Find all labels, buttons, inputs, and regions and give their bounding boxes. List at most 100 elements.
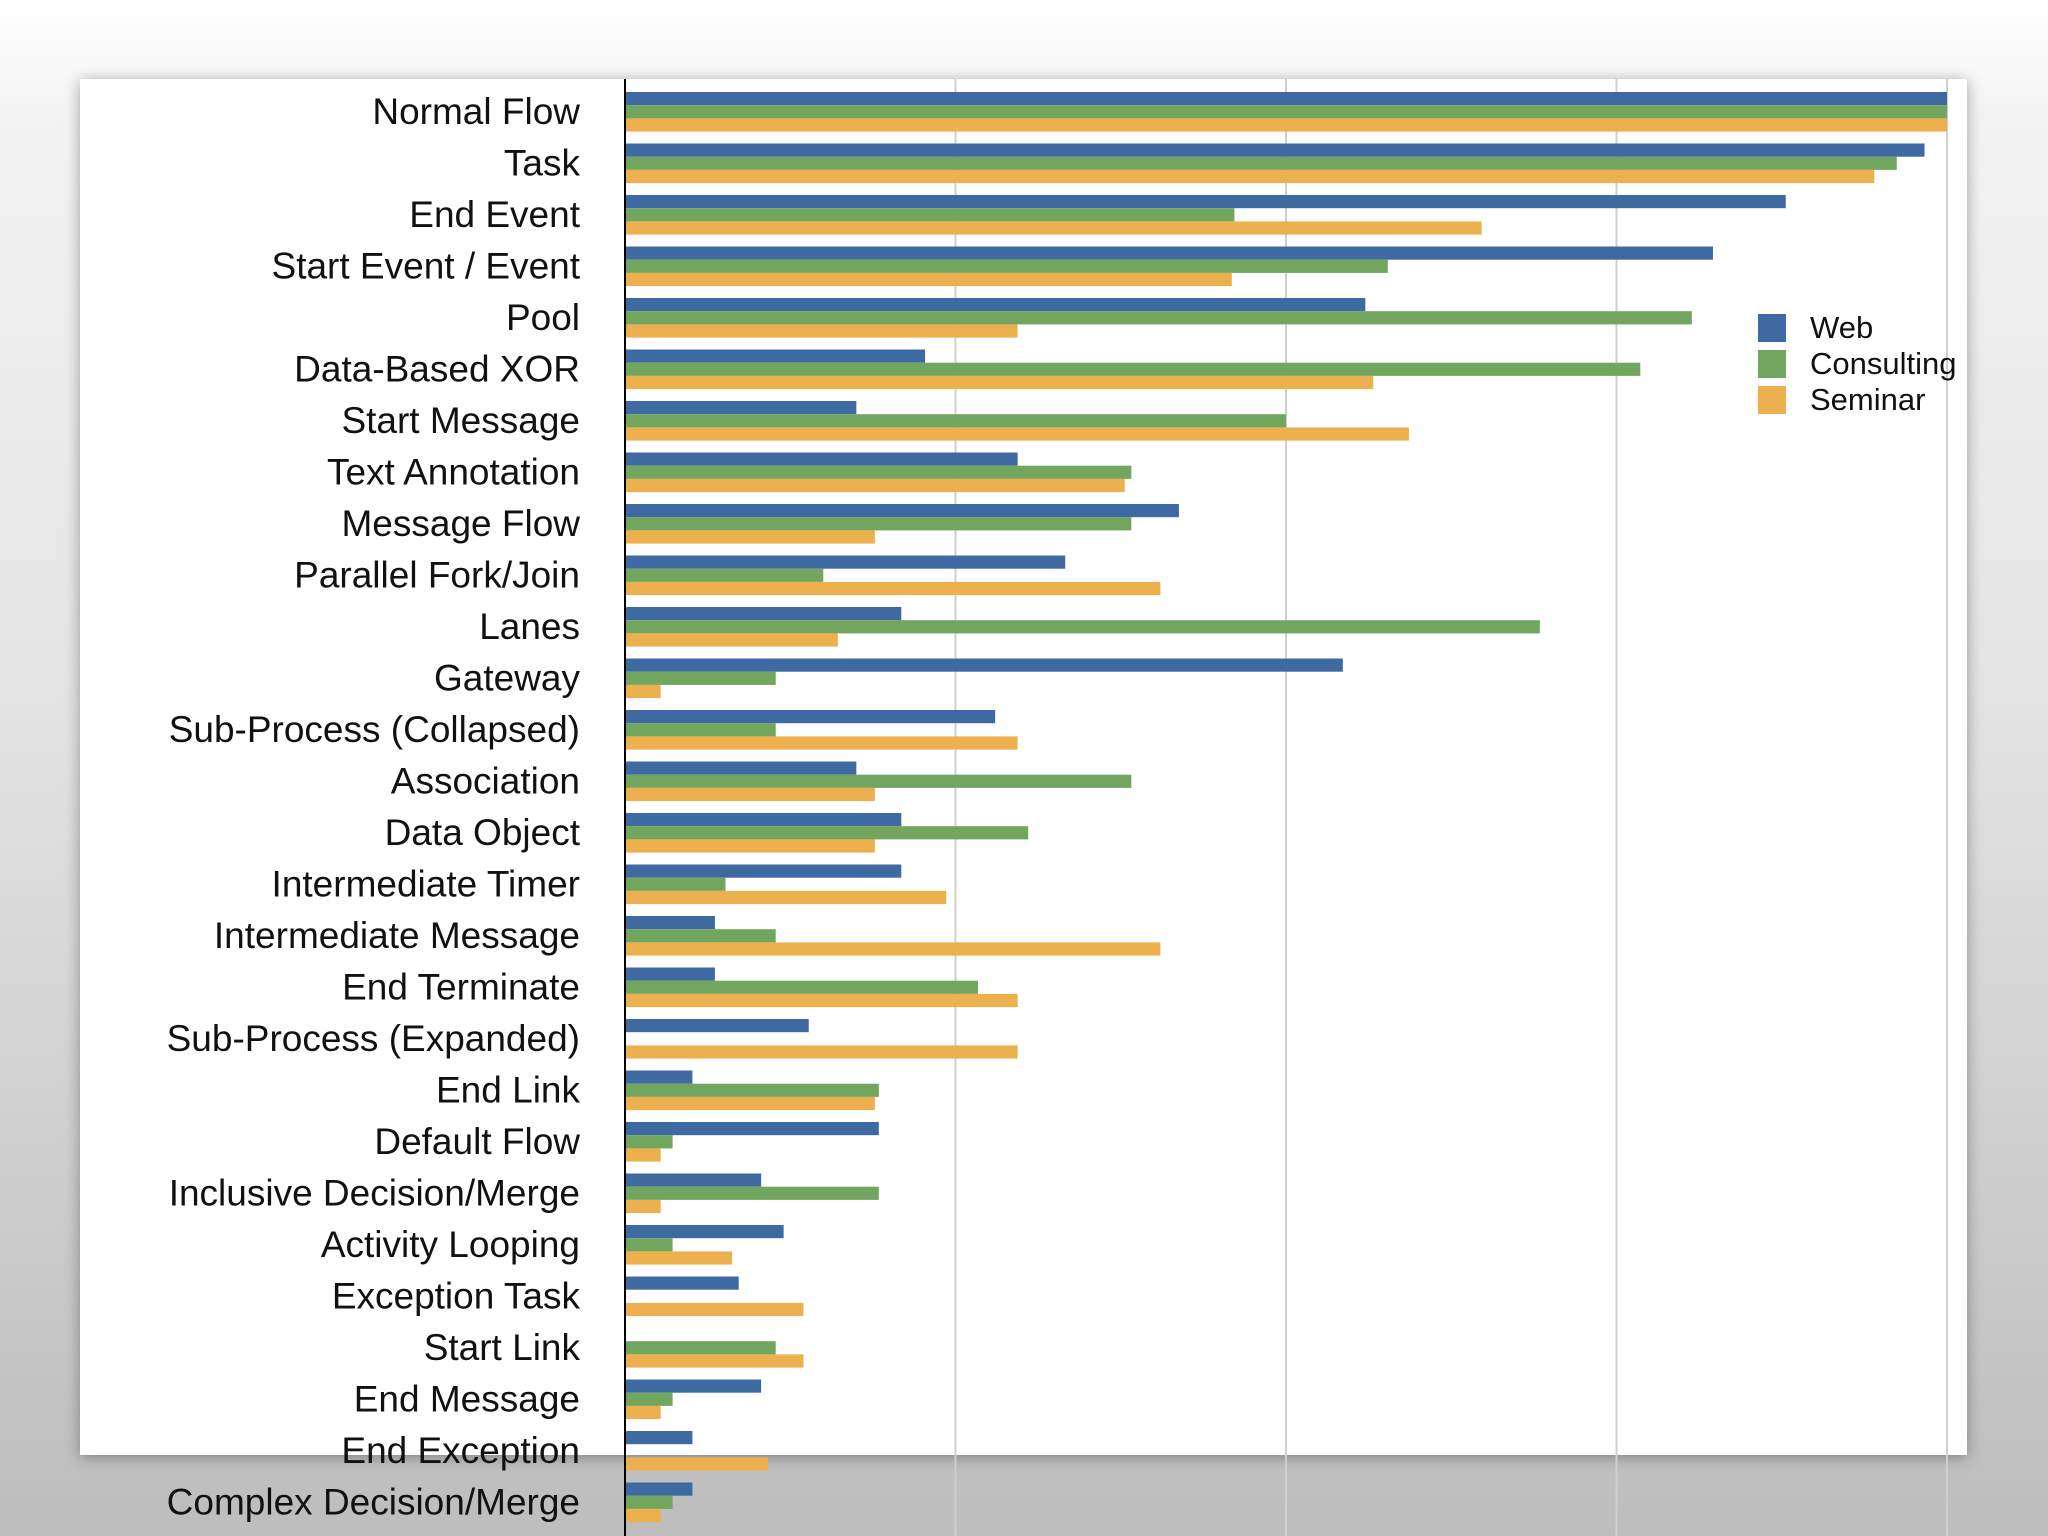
category-label: Sub-Process (Collapsed) bbox=[169, 709, 580, 750]
bar-web bbox=[625, 555, 1066, 569]
bar-seminar bbox=[625, 1508, 661, 1523]
bar-seminar bbox=[625, 1457, 768, 1471]
legend-label-consulting: Consulting bbox=[1810, 346, 1956, 381]
bar-web bbox=[625, 143, 1925, 157]
legend-swatch-web bbox=[1758, 314, 1786, 342]
category-label: Complex Decision/Merge bbox=[167, 1481, 580, 1522]
bar-consulting bbox=[625, 1135, 673, 1149]
bar-seminar bbox=[625, 530, 875, 544]
category-label: Intermediate Message bbox=[214, 915, 580, 956]
bar-web bbox=[625, 1431, 693, 1445]
legend-swatch-consulting bbox=[1758, 350, 1786, 378]
legend-label-web: Web bbox=[1810, 310, 1873, 345]
bar-seminar bbox=[625, 324, 1018, 338]
bar-seminar bbox=[625, 1251, 733, 1265]
bar-consulting bbox=[625, 1238, 673, 1252]
bar-web bbox=[625, 1122, 879, 1136]
category-label: Inclusive Decision/Merge bbox=[169, 1172, 580, 1213]
category-label: End Link bbox=[436, 1069, 580, 1110]
bar-consulting bbox=[625, 517, 1132, 531]
bar-web bbox=[625, 298, 1366, 312]
bar-seminar bbox=[625, 272, 1232, 287]
category-label: Start Link bbox=[424, 1327, 581, 1368]
bar-web bbox=[625, 710, 996, 724]
bar-web bbox=[625, 349, 926, 363]
bar-seminar bbox=[625, 581, 1161, 596]
category-label: Activity Looping bbox=[321, 1224, 580, 1265]
bar-web bbox=[625, 452, 1018, 466]
chart-slide: Normal Flow Task End Event Start Event / Ev… bbox=[80, 79, 1967, 1536]
bar-seminar bbox=[625, 1199, 661, 1214]
bar-web bbox=[625, 607, 902, 621]
bar-web bbox=[625, 195, 1786, 209]
legend-label-seminar: Seminar bbox=[1810, 382, 1925, 417]
bar-seminar bbox=[625, 221, 1482, 235]
bar-consulting bbox=[625, 877, 726, 891]
category-label: End Terminate bbox=[342, 966, 580, 1007]
category-label: Gateway bbox=[434, 657, 581, 698]
bar-chart: Normal Flow Task End Event Start Event / Ev… bbox=[167, 79, 1956, 1536]
bar-consulting bbox=[625, 929, 776, 943]
bar-seminar bbox=[625, 1354, 804, 1368]
category-label: End Event bbox=[409, 194, 580, 235]
bar-seminar bbox=[625, 1096, 875, 1111]
bar-seminar bbox=[625, 1045, 1018, 1059]
bar-seminar bbox=[625, 736, 1018, 750]
bar-consulting bbox=[625, 311, 1692, 325]
category-label: Start Message bbox=[341, 400, 580, 441]
bar-web bbox=[625, 967, 715, 981]
bar-consulting bbox=[625, 414, 1286, 428]
bar-consulting bbox=[625, 1392, 673, 1406]
bar-web bbox=[625, 658, 1343, 672]
bar-consulting bbox=[625, 259, 1388, 273]
bar-consulting bbox=[625, 620, 1540, 634]
bar-consulting bbox=[625, 105, 1947, 119]
category-label: Association bbox=[391, 760, 580, 801]
bar-consulting bbox=[625, 1495, 673, 1509]
bar-web bbox=[625, 1070, 693, 1084]
bar-web bbox=[625, 504, 1179, 518]
bar-consulting bbox=[625, 774, 1132, 788]
bar-consulting bbox=[625, 980, 978, 994]
bar-seminar bbox=[625, 478, 1125, 493]
bar-seminar bbox=[625, 427, 1409, 441]
bar-web bbox=[625, 761, 857, 775]
category-label: Lanes bbox=[479, 606, 580, 647]
bar-consulting bbox=[625, 208, 1235, 222]
bar-web bbox=[625, 864, 902, 878]
bar-seminar bbox=[625, 169, 1875, 184]
bar-seminar bbox=[625, 684, 661, 699]
bar-consulting bbox=[625, 362, 1641, 376]
category-label: Intermediate Timer bbox=[272, 863, 580, 904]
bar-consulting bbox=[625, 671, 776, 685]
category-label: Sub-Process (Expanded) bbox=[167, 1018, 580, 1059]
bar-seminar bbox=[625, 118, 1947, 132]
bar-web bbox=[625, 1173, 762, 1187]
category-label: Exception Task bbox=[332, 1275, 581, 1316]
legend-swatch-seminar bbox=[1758, 386, 1786, 414]
category-label: Parallel Fork/Join bbox=[294, 554, 580, 595]
bar-web bbox=[625, 916, 715, 930]
bar-seminar bbox=[625, 1148, 661, 1162]
bar-seminar bbox=[625, 890, 947, 905]
bar-consulting bbox=[625, 156, 1897, 170]
bar-consulting bbox=[625, 568, 824, 582]
bar-web bbox=[625, 1482, 693, 1496]
gridlines bbox=[954, 79, 1948, 1536]
bar-seminar bbox=[625, 1405, 661, 1420]
bar-seminar bbox=[625, 839, 875, 853]
category-labels: Normal Flow Task End Event Start Event / Ev… bbox=[167, 91, 581, 1523]
bar-web bbox=[625, 1225, 784, 1239]
category-label: Start Event / Event bbox=[272, 245, 581, 286]
bar-consulting bbox=[625, 826, 1029, 840]
bar-consulting bbox=[625, 723, 776, 737]
bar-seminar bbox=[625, 375, 1374, 390]
bar-web bbox=[625, 813, 902, 827]
bar-consulting bbox=[625, 1083, 879, 1097]
bar-web bbox=[625, 246, 1714, 260]
bar-seminar bbox=[625, 633, 838, 647]
category-label: End Message bbox=[354, 1378, 580, 1419]
bar-consulting bbox=[625, 1186, 879, 1200]
bar-seminar bbox=[625, 993, 1018, 1008]
